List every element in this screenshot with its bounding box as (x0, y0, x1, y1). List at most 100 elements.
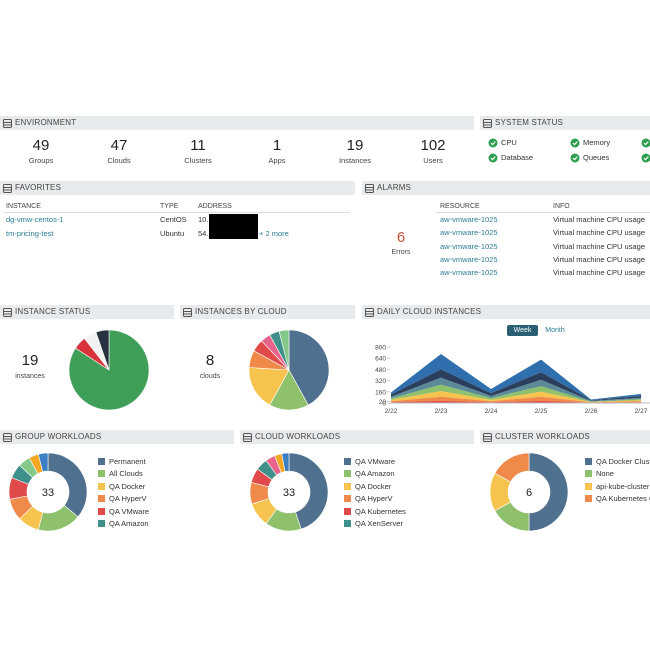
table-cell: 10. (198, 215, 209, 224)
legend-swatch (344, 520, 351, 527)
panel-icon (483, 119, 492, 128)
table-cell: Virtual machine CPU usage (553, 215, 645, 224)
status-check-mark (643, 156, 649, 161)
slice (288, 329, 330, 406)
slice (278, 329, 290, 371)
table-rule (436, 212, 650, 213)
panel-icon (3, 184, 12, 193)
panel-header: CLUSTER WORKLOADS (480, 430, 650, 444)
slice (281, 452, 290, 472)
legend-label: QA XenServer (355, 519, 403, 528)
resource-link[interactable]: aw-vmware-1025 (440, 241, 498, 251)
stat-label: Clouds (107, 156, 131, 165)
center-value: 33 (283, 487, 295, 499)
status-check-mark (643, 141, 649, 146)
legend-swatch (344, 495, 351, 503)
slice (95, 329, 110, 371)
instance-link[interactable]: dg-vmw-centos-1 (6, 215, 64, 224)
panel-title: CLUSTER WORKLOADS (495, 432, 590, 441)
slice (248, 367, 290, 406)
instance-link[interactable]: tm-pricing-test (6, 229, 54, 238)
y-tick-label: 800 (375, 345, 386, 352)
panel-icon (3, 308, 12, 317)
panel-title: FAVORITES (15, 183, 62, 192)
more-link[interactable]: + 2 more (259, 229, 289, 238)
panel-header: SYSTEM STATUS (480, 116, 650, 130)
legend-label: api-kube-cluster (596, 481, 650, 491)
table-header: TYPE (160, 203, 179, 210)
resource-link[interactable]: aw-vmware-1025 (440, 254, 498, 264)
legend-label: None (596, 469, 614, 479)
area-layer (391, 400, 641, 403)
status-check-mark (490, 156, 496, 161)
status-check (641, 153, 650, 163)
panel-title: INSTANCE STATUS (15, 307, 91, 316)
area-layer (391, 354, 641, 401)
panel-title: SYSTEM STATUS (495, 118, 564, 127)
panel-title: DAILY CLOUD INSTANCES (377, 307, 482, 316)
stat-value: 11 (190, 137, 206, 154)
stat-label: Clusters (184, 156, 212, 165)
legend-swatch (344, 507, 351, 515)
legend-swatch (585, 458, 592, 465)
y-tick-label: 320 (375, 378, 386, 385)
table-cell: Virtual machine CPU usage (553, 268, 645, 278)
range-button[interactable]: Month (545, 327, 565, 334)
legend-swatch (344, 458, 351, 465)
legend-swatch (344, 470, 351, 478)
legend-swatch (98, 470, 105, 478)
resource-link[interactable]: aw-vmware-1025 (440, 228, 498, 238)
panel-icon (483, 433, 492, 442)
center-value: 6 (526, 487, 532, 499)
table-cell: CentOS (160, 215, 187, 224)
x-tick-label: 2/24 (485, 408, 498, 415)
stat-value: 102 (420, 137, 446, 154)
range-button[interactable]: Week (507, 325, 538, 336)
status-check-mark (490, 141, 496, 146)
area-layer (391, 377, 641, 402)
status-check (570, 138, 580, 148)
slice (494, 452, 530, 483)
status-item: Queues (583, 153, 610, 162)
slice (47, 452, 88, 518)
status-check (641, 138, 650, 148)
panel-icon (3, 119, 12, 128)
legend-label: QA HyperV (109, 494, 147, 504)
panel-header: FAVORITES (0, 181, 355, 195)
panel-header: ALARMS (362, 181, 650, 195)
panel-icon (3, 433, 12, 442)
resource-link[interactable]: aw-vmware-1025 (440, 268, 498, 278)
area-layer (391, 384, 641, 402)
legend-swatch (98, 507, 105, 515)
panel-icon (365, 184, 374, 193)
legend-swatch (98, 520, 105, 527)
panel-header: DAILY CLOUD INSTANCES (362, 305, 650, 319)
stat-value: 19 (346, 137, 364, 154)
panel-header: INSTANCES BY CLOUD (180, 305, 355, 319)
status-item: Database (501, 153, 534, 162)
table-cell: Ubuntu (160, 229, 185, 238)
legend-swatch (585, 495, 592, 503)
table-cell: Virtual machine CPU usage (553, 241, 645, 251)
legend-label: QA Docker (355, 481, 392, 491)
redaction (209, 214, 258, 239)
stat-value: 47 (110, 137, 128, 154)
legend-swatch (98, 458, 105, 465)
legend-label: QA Amazon (355, 469, 395, 479)
center-label: instances (15, 373, 45, 380)
x-tick-label: 2/22 (385, 408, 398, 415)
slice (288, 452, 329, 530)
legend-swatch (585, 482, 592, 490)
stat-label: Apps (268, 156, 286, 165)
center-value: 8 (205, 352, 215, 369)
legend-label: QA Docker (109, 481, 146, 491)
x-tick-label: 2/27 (635, 408, 648, 415)
resource-link[interactable]: aw-vmware-1025 (440, 215, 498, 224)
panel-header: GROUP WORKLOADS (0, 430, 234, 444)
table-header: RESOURCE (440, 203, 480, 210)
panel-header: CLOUD WORKLOADS (240, 430, 474, 444)
center-value: 19 (21, 352, 39, 369)
panel-title: INSTANCES BY CLOUD (195, 307, 287, 316)
status-check (488, 138, 498, 148)
stat-value: 1 (272, 137, 282, 154)
